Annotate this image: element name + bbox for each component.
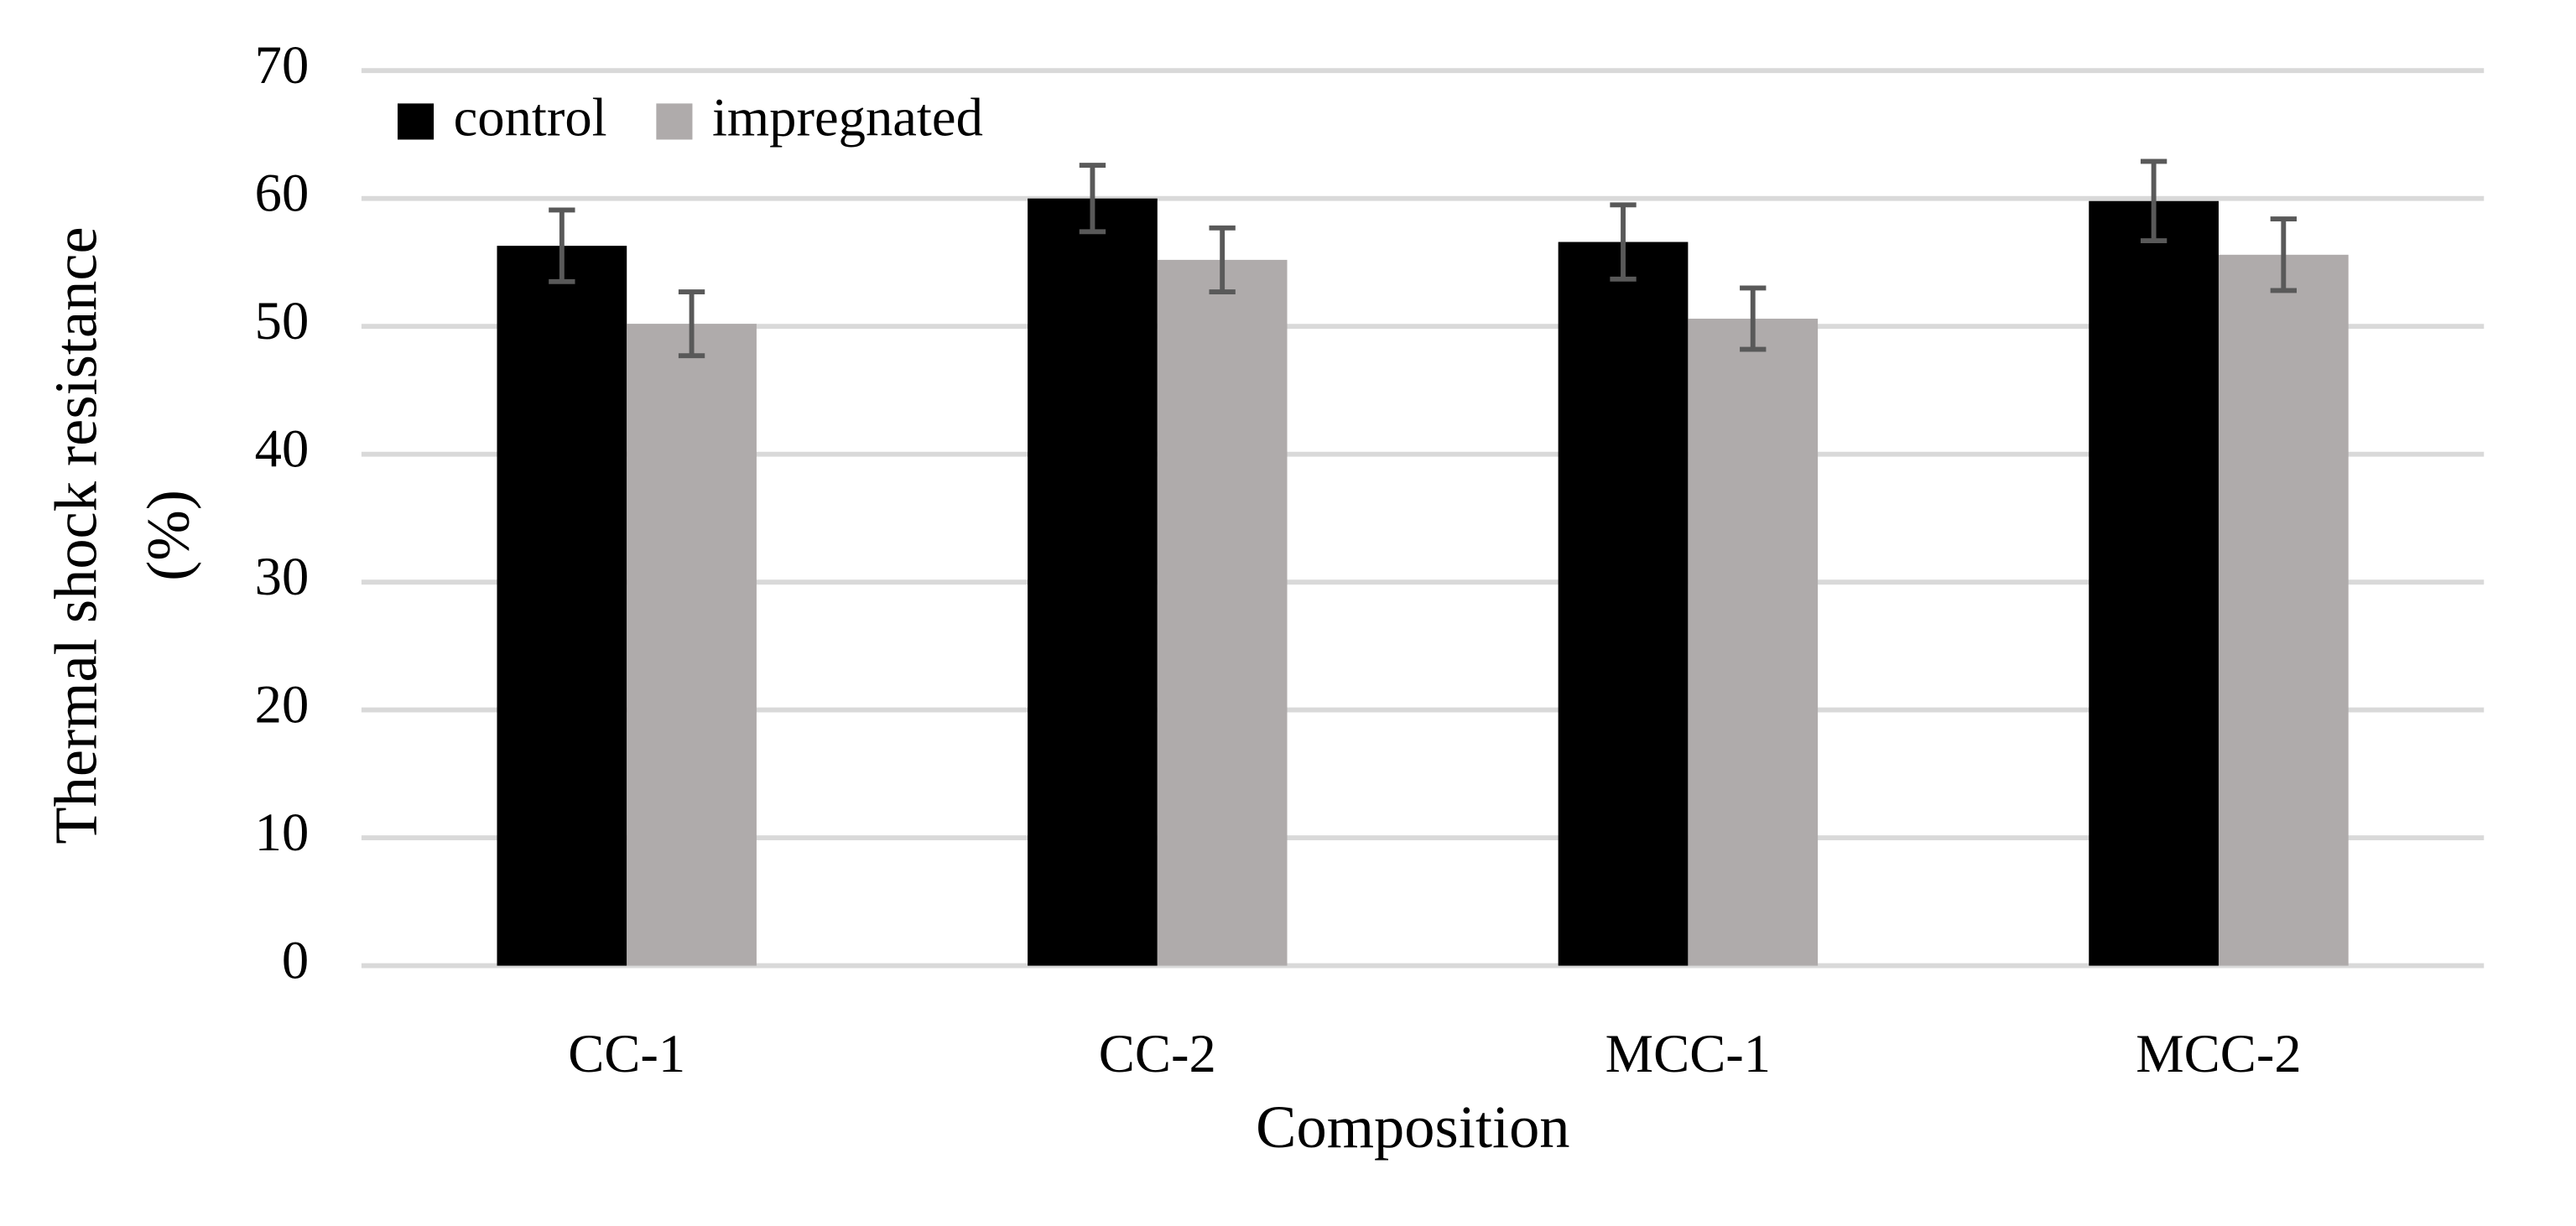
bar	[1028, 198, 1158, 966]
x-axis-title: Composition	[1256, 1093, 1569, 1161]
x-tick-label: CC-2	[1099, 1023, 1216, 1083]
y-axis-title: Thermal shock resistance	[42, 226, 110, 844]
y-tick-label: 20	[255, 673, 310, 734]
error-bar	[1079, 163, 1106, 235]
bar	[1558, 242, 1689, 966]
bar	[2089, 200, 2219, 966]
bar	[2218, 254, 2349, 966]
error-bar	[2140, 158, 2167, 243]
legend-label: impregnated	[712, 87, 983, 148]
y-tick-label: 50	[255, 290, 310, 351]
bar	[497, 246, 627, 966]
y-tick-label: 60	[255, 163, 310, 223]
error-bar	[1740, 285, 1767, 352]
legend-swatch	[656, 103, 693, 140]
legend-swatch	[398, 103, 435, 140]
bar	[1157, 259, 1288, 966]
y-tick-label: 10	[255, 802, 310, 862]
legend-label: control	[454, 87, 607, 148]
bar	[627, 324, 757, 966]
error-bar	[678, 289, 705, 359]
error-bar	[2270, 216, 2298, 294]
error-bar	[549, 207, 575, 284]
x-tick-label: MCC-1	[1605, 1023, 1771, 1083]
error-bar	[1610, 202, 1637, 282]
y-axis-title: (%)	[133, 490, 201, 581]
bar	[1688, 319, 1819, 966]
error-bar	[1209, 225, 1236, 294]
y-tick-label: 70	[255, 34, 310, 95]
x-tick-label: MCC-2	[2136, 1023, 2301, 1083]
y-tick-label: 40	[255, 418, 310, 478]
x-tick-label: CC-1	[568, 1023, 685, 1083]
y-tick-label: 0	[282, 929, 309, 990]
y-tick-label: 30	[255, 546, 310, 606]
